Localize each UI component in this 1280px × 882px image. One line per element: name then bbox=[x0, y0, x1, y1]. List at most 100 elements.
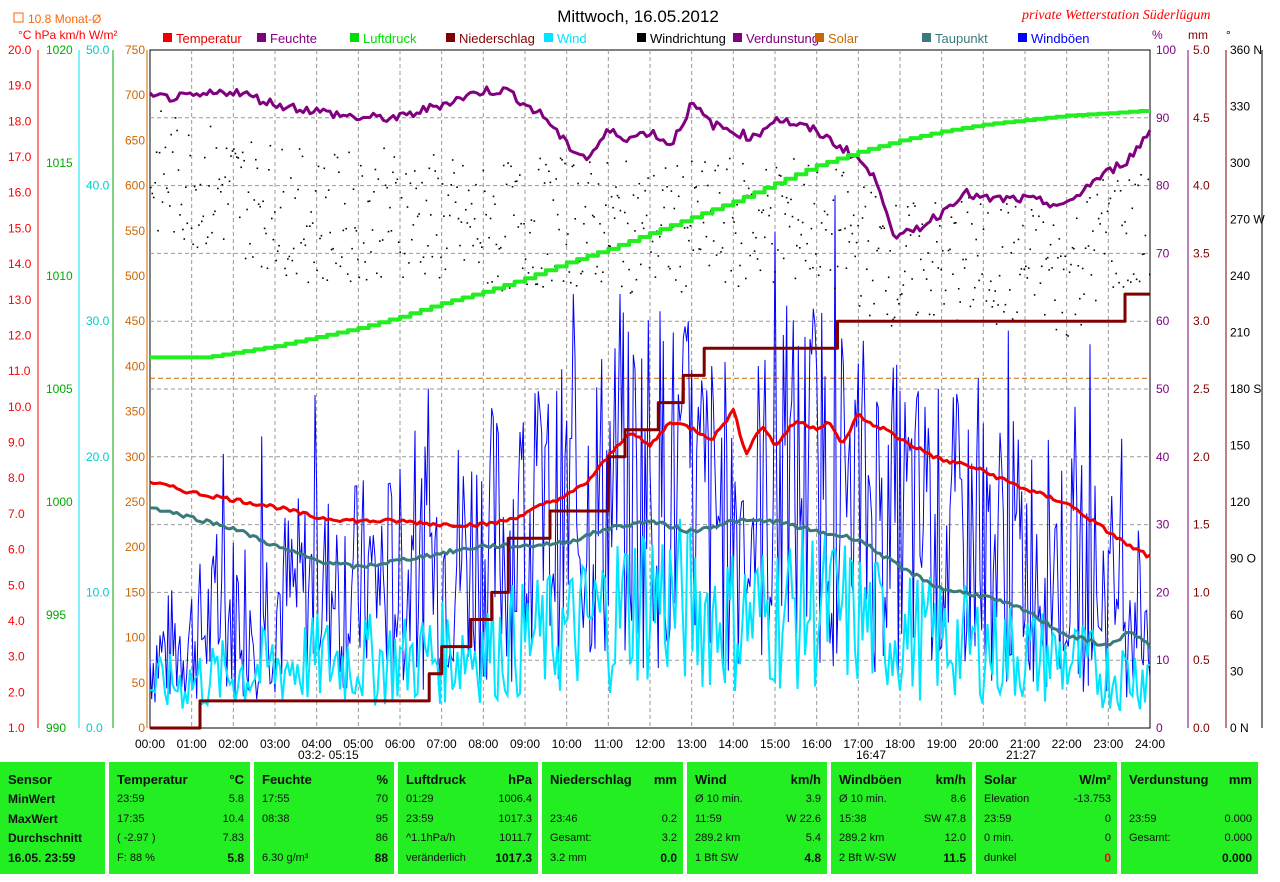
axis-tick-label: 1015 bbox=[46, 156, 73, 170]
x-tick-label: 04:00 bbox=[302, 737, 332, 751]
wind-direction-dot bbox=[167, 191, 170, 193]
wind-direction-dot bbox=[765, 168, 767, 171]
axis-tick-label: 6.0 bbox=[8, 543, 25, 557]
stats-row: Gesamt: 0.000 bbox=[1129, 829, 1252, 849]
wind-direction-dot bbox=[470, 202, 473, 205]
wind-direction-dot bbox=[936, 241, 938, 243]
wind-direction-dot bbox=[151, 192, 154, 195]
wind-direction-dot bbox=[766, 194, 769, 197]
wind-direction-dot bbox=[682, 176, 684, 178]
wind-direction-dot bbox=[358, 276, 361, 279]
wind-direction-dot bbox=[444, 268, 447, 271]
wind-direction-dot bbox=[593, 216, 595, 218]
wind-direction-dot bbox=[736, 203, 738, 206]
wind-direction-dot bbox=[838, 229, 840, 232]
wind-direction-dot bbox=[1052, 224, 1055, 226]
wind-direction-dot bbox=[870, 191, 872, 194]
stats-row: 1 Bft SW 4.8 bbox=[695, 848, 821, 868]
wind-direction-dot bbox=[497, 275, 499, 278]
wind-direction-dot bbox=[1026, 277, 1029, 279]
wind-direction-dot bbox=[831, 233, 833, 235]
wind-direction-dot bbox=[459, 244, 461, 247]
wind-direction-dot bbox=[488, 236, 490, 239]
wind-direction-dot bbox=[949, 248, 951, 251]
wind-direction-dot bbox=[953, 222, 956, 224]
stats-cell: 88 bbox=[374, 850, 388, 865]
stats-header-cell: Niederschlag bbox=[550, 772, 632, 788]
stats-cell: 8.6 bbox=[950, 793, 966, 806]
wind-direction-dot bbox=[1020, 268, 1023, 270]
wind-direction-dot bbox=[484, 190, 486, 193]
wind-direction-dot bbox=[699, 248, 702, 251]
wind-direction-dot bbox=[855, 241, 858, 244]
wind-direction-dot bbox=[351, 247, 353, 250]
wind-direction-dot bbox=[602, 271, 604, 273]
wind-direction-dot bbox=[171, 151, 174, 153]
axis-tick-label: 10 bbox=[1156, 653, 1170, 667]
wind-direction-dot bbox=[440, 256, 442, 259]
wind-direction-dot bbox=[377, 178, 380, 180]
wind-direction-dot bbox=[749, 254, 751, 257]
wind-direction-dot bbox=[1103, 252, 1106, 255]
wind-direction-dot bbox=[689, 225, 692, 227]
wind-direction-dot bbox=[659, 235, 661, 238]
wind-direction-dot bbox=[839, 229, 842, 231]
wind-direction-dot bbox=[691, 160, 693, 163]
stats-header-cell: km/h bbox=[790, 772, 821, 788]
wind-direction-dot bbox=[241, 151, 244, 154]
wind-direction-dot bbox=[784, 213, 786, 215]
wind-direction-dot bbox=[937, 267, 940, 269]
wind-direction-dot bbox=[597, 183, 600, 185]
stats-row: 2 Bft W-SW 11.5 bbox=[839, 848, 966, 868]
wind-direction-dot bbox=[150, 186, 152, 189]
wind-direction-dot bbox=[788, 225, 791, 228]
wind-direction-dot bbox=[508, 287, 511, 289]
wind-direction-dot bbox=[624, 211, 626, 214]
wind-direction-dot bbox=[1014, 205, 1017, 208]
stats-cell: 17:55 bbox=[262, 793, 290, 806]
wind-direction-dot bbox=[952, 273, 954, 275]
wind-direction-dot bbox=[1131, 207, 1134, 210]
wind-direction-dot bbox=[489, 217, 492, 220]
wind-direction-dot bbox=[500, 246, 502, 249]
wind-direction-dot bbox=[587, 182, 590, 184]
stats-header-cell: °C bbox=[229, 772, 244, 788]
wind-direction-dot bbox=[685, 285, 687, 287]
wind-direction-dot bbox=[486, 282, 489, 284]
legend-swatch bbox=[637, 33, 646, 42]
wind-direction-dot bbox=[669, 267, 671, 270]
wind-direction-dot bbox=[887, 276, 890, 279]
wind-direction-dot bbox=[625, 160, 627, 163]
wind-direction-dot bbox=[764, 236, 766, 239]
wind-direction-dot bbox=[974, 286, 976, 289]
stats-cell: 289.2 km bbox=[695, 832, 741, 845]
wind-direction-dot bbox=[196, 246, 199, 249]
wind-direction-dot bbox=[177, 169, 180, 171]
wind-direction-dot bbox=[606, 162, 609, 164]
wind-direction-dot bbox=[666, 186, 668, 188]
stats-cell: veränderlich bbox=[406, 851, 466, 864]
wind-direction-dot bbox=[176, 129, 178, 132]
wind-direction-dot bbox=[164, 146, 167, 149]
wind-direction-dot bbox=[217, 187, 219, 190]
wind-direction-dot bbox=[507, 162, 509, 164]
wind-direction-dot bbox=[1090, 274, 1093, 276]
wind-direction-dot bbox=[740, 242, 743, 245]
wind-direction-dot bbox=[1071, 246, 1074, 249]
wind-direction-dot bbox=[360, 164, 362, 167]
stats-table: Sensor MinWert MaxWert Durchschnitt 16.05. 2… bbox=[0, 762, 1270, 874]
axis-tick-label: 150 bbox=[1230, 439, 1250, 453]
wind-direction-dot bbox=[882, 225, 884, 227]
wind-direction-dot bbox=[778, 174, 781, 177]
wind-direction-dot bbox=[1000, 209, 1002, 211]
wind-direction-dot bbox=[266, 267, 269, 270]
wind-direction-dot bbox=[972, 298, 975, 301]
wind-direction-dot bbox=[342, 229, 345, 232]
wind-direction-dot bbox=[963, 267, 966, 269]
wind-direction-dot bbox=[268, 169, 270, 171]
series-feuchte bbox=[148, 85, 1152, 240]
wind-direction-dot bbox=[657, 255, 660, 257]
stats-header: Verdunstung mm bbox=[1129, 770, 1252, 790]
wind-direction-dot bbox=[473, 218, 476, 220]
wind-direction-dot bbox=[451, 159, 454, 161]
